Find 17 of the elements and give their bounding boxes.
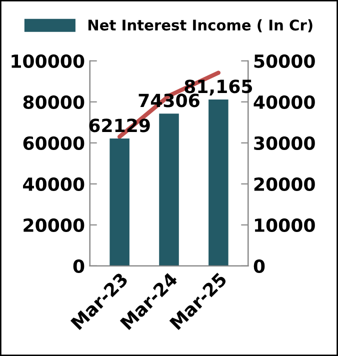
y-tick-label: 0: [73, 259, 84, 274]
bar: [208, 100, 228, 266]
bar: [110, 138, 130, 266]
legend-label: Net Interest Income ( In Cr): [88, 19, 312, 32]
y2-tick-label: 10000: [254, 218, 315, 232]
y-tick-label: 60000: [23, 136, 84, 150]
y2-tick-label: 50000: [254, 54, 315, 68]
y-tick-label: 20000: [24, 218, 84, 232]
y2-tick-label: 0: [254, 259, 265, 274]
y-tick-label: 80000: [23, 95, 84, 110]
y-tick-label: 40000: [23, 177, 84, 192]
y2-tick-label: 20000: [254, 177, 315, 192]
y2-tick-label: 30000: [254, 136, 315, 150]
data-label: 81,165: [184, 80, 252, 96]
y-tick-label: 100000: [12, 54, 84, 68]
bar: [159, 114, 179, 266]
y2-tick-label: 40000: [254, 95, 315, 110]
